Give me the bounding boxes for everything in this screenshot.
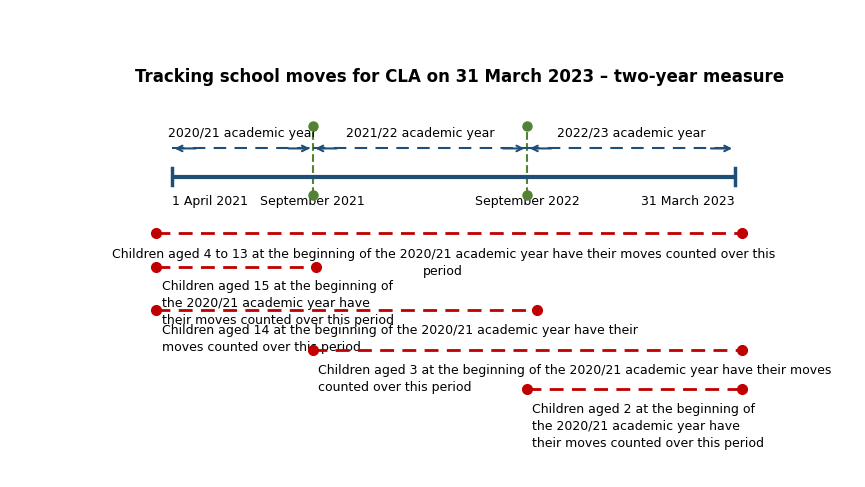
- Text: 1 April 2021: 1 April 2021: [172, 195, 247, 208]
- Text: Children aged 2 at the beginning of
the 2020/21 academic year have
their moves c: Children aged 2 at the beginning of the …: [533, 403, 765, 450]
- Text: 31 March 2023: 31 March 2023: [641, 195, 735, 208]
- Text: September 2022: September 2022: [475, 195, 580, 208]
- Text: Children aged 15 at the beginning of
the 2020/21 academic year have
their moves : Children aged 15 at the beginning of the…: [162, 281, 394, 327]
- Text: Children aged 4 to 13 at the beginning of the 2020/21 academic year have their m: Children aged 4 to 13 at the beginning o…: [112, 248, 775, 278]
- Text: Children aged 14 at the beginning of the 2020/21 academic year have their
moves : Children aged 14 at the beginning of the…: [162, 324, 638, 354]
- Text: 2021/22 academic year: 2021/22 academic year: [346, 127, 494, 140]
- Text: 2020/21 academic year: 2020/21 academic year: [168, 127, 317, 140]
- Text: 2022/23 academic year: 2022/23 academic year: [557, 127, 705, 140]
- Text: September 2021: September 2021: [260, 195, 365, 208]
- Text: Tracking school moves for CLA on 31 March 2023 – two-year measure: Tracking school moves for CLA on 31 Marc…: [135, 68, 784, 86]
- Text: Children aged 3 at the beginning of the 2020/21 academic year have their moves
c: Children aged 3 at the beginning of the …: [318, 364, 831, 394]
